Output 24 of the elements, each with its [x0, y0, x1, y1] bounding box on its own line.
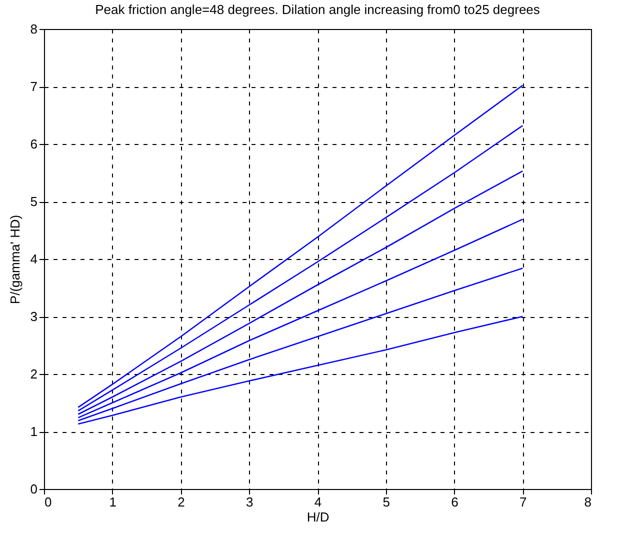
x-tick-label: 4 [314, 494, 322, 510]
y-tick-label: 1 [30, 424, 38, 439]
y-tick-label: 5 [30, 194, 38, 209]
x-tick-label: 6 [451, 494, 458, 510]
y-tick-label: 0 [30, 482, 38, 496]
line-series [78, 218, 524, 418]
y-tick-label: 7 [30, 79, 38, 94]
y-tick-label: 4 [30, 252, 38, 266]
chart-title: Peak friction angle=48 degrees. Dilation angle increasing from0 to25 degrees [95, 2, 540, 17]
x-tick-label: 7 [520, 494, 527, 510]
y-axis-title: P/(gamma' HD) [7, 214, 22, 304]
x-tick-label: 5 [382, 494, 390, 510]
y-tick-label: 3 [30, 309, 38, 324]
x-tick-label: 8 [584, 494, 592, 510]
x-tick-label: 2 [178, 494, 185, 510]
y-tick-label: 8 [30, 22, 38, 36]
y-tick-label: 2 [30, 366, 38, 382]
line-series [78, 170, 524, 415]
x-tick-label: 3 [246, 494, 254, 510]
line-series [78, 316, 524, 425]
x-tick-label: 1 [109, 494, 116, 510]
y-tick-label: 6 [30, 136, 38, 152]
x-tick-label: 0 [44, 494, 52, 510]
x-axis-title: H/D [306, 510, 330, 524]
